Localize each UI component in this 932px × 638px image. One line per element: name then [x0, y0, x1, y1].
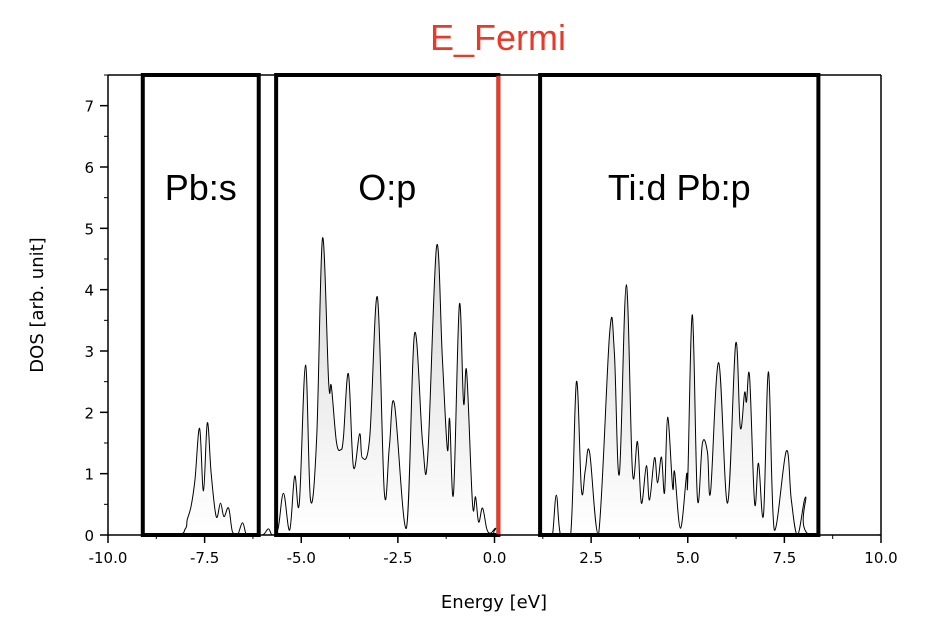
- chart-title: E_Fermi: [430, 17, 566, 58]
- y-tick-label: 7: [84, 98, 94, 116]
- x-axis-label: Energy [eV]: [441, 592, 547, 613]
- y-tick-label: 4: [84, 282, 94, 300]
- x-tick-label: -5.0: [287, 549, 316, 567]
- x-tick-label: -2.5: [383, 549, 412, 567]
- y-axis-ticks: 0 1 2 3 4 5 6 7: [84, 74, 108, 545]
- y-tick-label: 2: [84, 404, 94, 422]
- x-tick-label: 5.0: [676, 549, 700, 567]
- region-label: Pb:s: [165, 167, 237, 208]
- x-axis-ticks: -10.0 -7.5 -5.0 -2.5 0.0 2.5 5.0 7.5 10.0: [89, 535, 898, 567]
- y-axis-label: DOS [arb. unit]: [27, 237, 48, 372]
- dos-series-line: [108, 237, 881, 535]
- x-tick-label: 7.5: [772, 549, 796, 567]
- region-label: O:p: [358, 167, 416, 208]
- region-label: Ti:d Pb:p: [608, 167, 751, 208]
- plot-area: [108, 237, 881, 535]
- y-tick-label: 1: [84, 466, 94, 484]
- x-tick-label: 0.0: [483, 549, 507, 567]
- x-tick-label: 2.5: [579, 549, 603, 567]
- y-tick-label: 6: [84, 159, 94, 177]
- x-tick-label: -7.5: [190, 549, 219, 567]
- x-tick-label: 10.0: [864, 549, 897, 567]
- y-tick-label: 5: [84, 220, 94, 238]
- x-tick-label: -10.0: [89, 549, 128, 567]
- y-tick-label: 3: [84, 343, 94, 361]
- y-tick-label: 0: [84, 527, 94, 545]
- region-box-2: [538, 73, 821, 537]
